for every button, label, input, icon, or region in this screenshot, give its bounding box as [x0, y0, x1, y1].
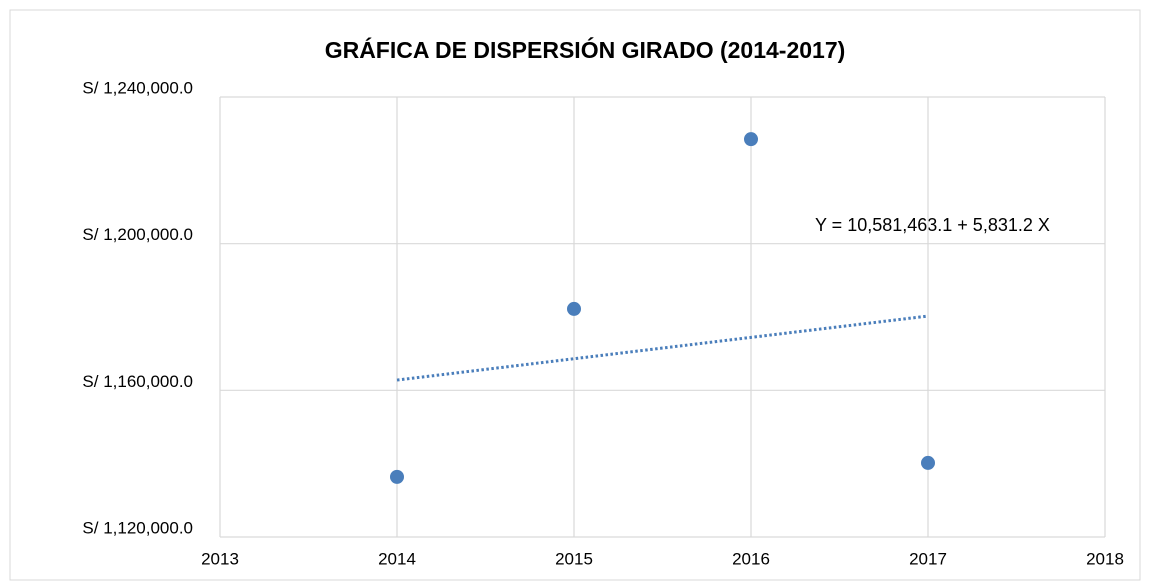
y-tick-label: S/ 1,160,000.0 — [82, 372, 193, 391]
x-tick-label: 2016 — [732, 549, 770, 568]
trendline — [396, 314, 929, 382]
scatter-point — [390, 469, 404, 484]
x-tick-label: 2014 — [378, 549, 416, 568]
scatter-point — [567, 301, 581, 316]
x-tick-label: 2013 — [201, 549, 239, 568]
x-tick-label: 2017 — [909, 549, 947, 568]
scatter-point — [744, 132, 758, 147]
x-tick-label: 2018 — [1086, 549, 1124, 568]
y-tick-label: S/ 1,120,000.0 — [82, 518, 193, 537]
scatter-point — [921, 455, 935, 470]
trendline-equation: Y = 10,581,463.1 + 5,831.2 X — [815, 215, 1050, 235]
x-tick-label: 2015 — [555, 549, 593, 568]
chart-border — [9, 9, 1141, 581]
y-tick-label: S/ 1,200,000.0 — [82, 225, 193, 244]
chart-title: GRÁFICA DE DISPERSIÓN GIRADO (2014-2017) — [325, 36, 846, 63]
y-tick-label: S/ 1,240,000.0 — [82, 78, 193, 97]
